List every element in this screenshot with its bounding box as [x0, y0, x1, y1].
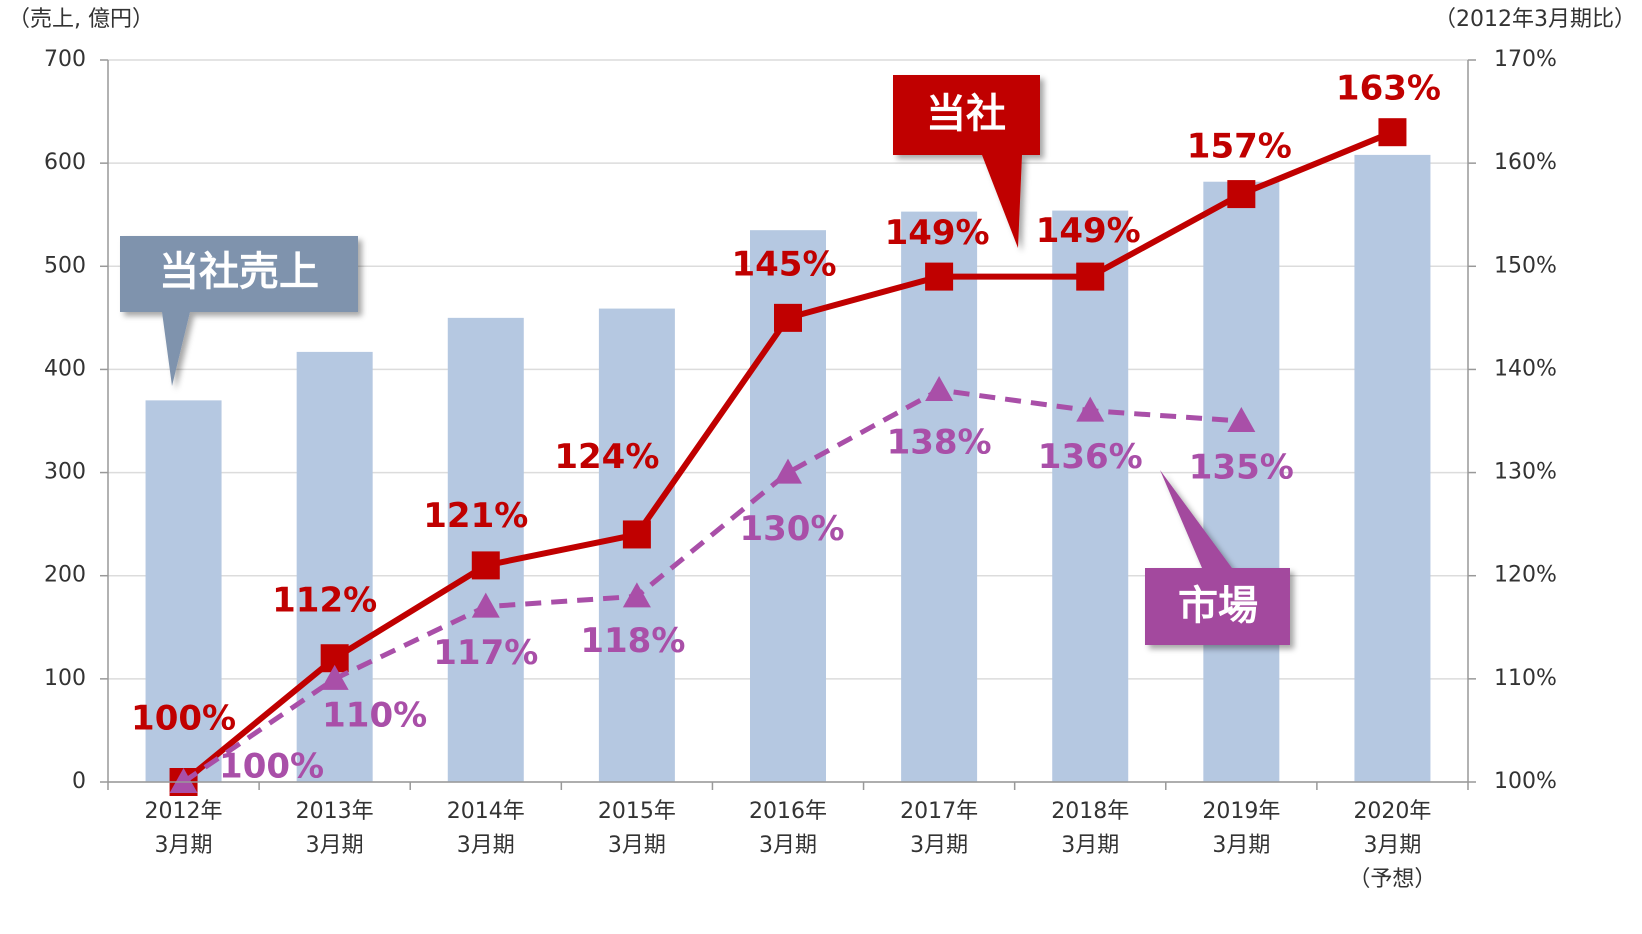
x-tick-label: 2015年: [598, 799, 676, 824]
marker: [1378, 118, 1407, 147]
marker: [925, 262, 954, 291]
x-tick-label: 3月期: [1212, 833, 1270, 858]
x-tick-label: 3月期: [759, 833, 817, 858]
x-tick-label: 3月期: [1363, 833, 1421, 858]
data-label: 118%: [580, 621, 685, 661]
y2-tick-label: 130%: [1494, 460, 1557, 485]
y-axis-label: （売上, 億円）: [8, 7, 154, 32]
data-label: 112%: [272, 581, 377, 621]
bar: [1203, 181, 1280, 783]
data-label: 130%: [739, 509, 844, 549]
callout-market: [1145, 470, 1290, 645]
y-tick-label: 0: [72, 769, 86, 794]
marker: [1076, 262, 1105, 291]
x-tick-label: 3月期: [910, 833, 968, 858]
x-tick-label: 3月期: [1061, 833, 1119, 858]
bar: [447, 317, 524, 782]
x-tick-label: 3月期: [457, 833, 515, 858]
data-label: 145%: [731, 244, 836, 284]
x-tick-label: 2016年: [749, 799, 827, 824]
marker: [1227, 180, 1256, 209]
x-tick-label: 2017年: [900, 799, 978, 824]
marker: [471, 592, 500, 618]
y-tick-label: 100: [44, 666, 86, 691]
marker: [320, 664, 349, 690]
line: [182, 387, 1242, 785]
data-label: 136%: [1038, 437, 1143, 477]
marker: [1076, 396, 1105, 422]
x-tick-label: 3月期: [608, 833, 666, 858]
y2-tick-label: 150%: [1494, 253, 1557, 278]
x-tick-label: 3月期: [155, 833, 213, 858]
y2-tick-label: 120%: [1494, 563, 1557, 588]
marker: [774, 458, 802, 484]
data-label: 135%: [1189, 448, 1294, 488]
data-label: 117%: [433, 633, 538, 673]
y-tick-label: 600: [44, 150, 86, 175]
marker: [471, 551, 500, 580]
y2-tick-label: 100%: [1494, 769, 1557, 794]
data-label: 149%: [885, 213, 990, 253]
bar: [1052, 210, 1129, 783]
callout-label: 市場: [1178, 583, 1258, 629]
y-tick-label: 300: [44, 460, 86, 485]
x-tick-label: 2019年: [1202, 799, 1280, 824]
y2-axis-label: （2012年3月期比）: [1434, 7, 1636, 32]
data-label: 138%: [887, 423, 992, 463]
y-tick-label: 500: [44, 253, 86, 278]
marker: [1227, 407, 1256, 432]
bar: [901, 211, 978, 782]
x-tick-label: 2018年: [1051, 799, 1129, 824]
x-tick-label: 2012年: [145, 799, 223, 824]
data-label: 157%: [1187, 127, 1292, 167]
y2-tick-label: 170%: [1494, 47, 1557, 72]
marker: [622, 582, 651, 608]
bar: [1354, 154, 1431, 783]
data-label: 100%: [219, 747, 324, 787]
callout-label: 当社売上: [159, 249, 319, 295]
data-label: 121%: [423, 496, 528, 536]
y-tick-label: 700: [44, 47, 86, 72]
x-tick-label: 2013年: [296, 799, 374, 824]
marker: [169, 768, 198, 793]
callout-sales: [120, 236, 358, 386]
y2-tick-label: 160%: [1494, 150, 1557, 175]
y-tick-label: 200: [44, 563, 86, 588]
x-tick-label: 3月期: [306, 833, 364, 858]
callout-label: 当社: [926, 91, 1006, 137]
x-tick-label: 2020年: [1353, 799, 1431, 824]
marker: [774, 303, 802, 332]
y-tick-label: 400: [44, 356, 86, 381]
plot-area: 0 100 200 300 400 500 600 700 100% 110% 120% 130% 14…: [44, 47, 1557, 892]
x-tick-label: （予想）: [1348, 867, 1436, 892]
y2-tick-label: 110%: [1494, 666, 1557, 691]
data-label: 149%: [1036, 211, 1141, 251]
callout-company: [893, 75, 1040, 248]
data-label: 163%: [1336, 69, 1441, 109]
bar: [145, 400, 222, 782]
marker: [622, 520, 651, 549]
data-label: 110%: [322, 695, 427, 735]
marker: [925, 376, 954, 402]
y2-tick-label: 140%: [1494, 356, 1557, 381]
bar: [296, 351, 373, 782]
x-tick-label: 2014年: [447, 799, 525, 824]
data-label: 100%: [131, 699, 236, 739]
data-label: 124%: [554, 437, 659, 477]
